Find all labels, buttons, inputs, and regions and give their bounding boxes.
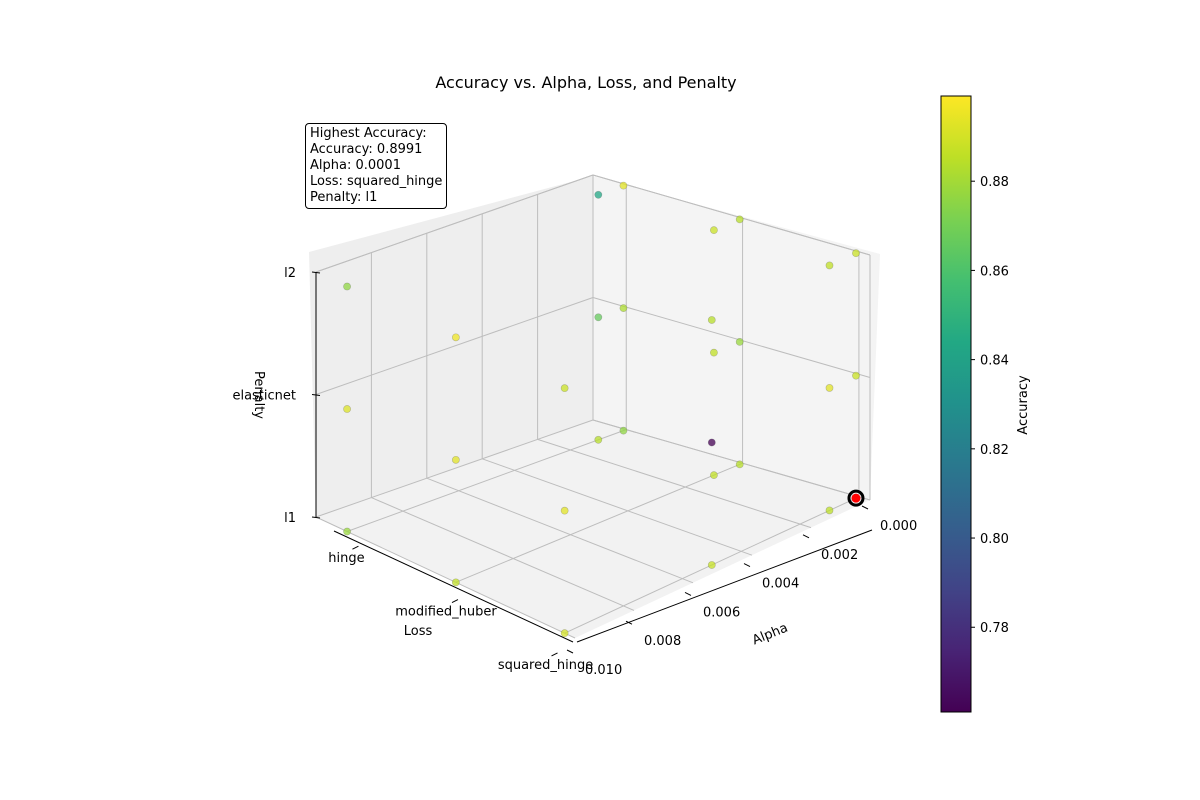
- highest-accuracy-annotation: Highest Accuracy: Accuracy: 0.8991 Alpha…: [305, 123, 448, 209]
- left-pane: [309, 176, 593, 517]
- alpha-gridline: [426, 477, 694, 584]
- colorbar-label: Accuracy: [1016, 375, 1031, 435]
- alpha-tick-label: 0.002: [821, 548, 858, 563]
- colorbar-tick-label: 0.88: [980, 175, 1009, 190]
- colorbar-tick-label: 0.84: [980, 354, 1009, 369]
- data-point: [707, 316, 716, 324]
- alpha-gridline: [537, 438, 812, 529]
- loss-gridline: [346, 429, 627, 532]
- data-point: [619, 304, 628, 313]
- data-point: [343, 405, 351, 413]
- alpha-tick: [566, 649, 574, 654]
- alpha-gridline: [315, 516, 576, 639]
- data-point: [343, 282, 351, 291]
- loss-tick-label: hinge: [328, 551, 364, 566]
- data-point: [594, 435, 603, 444]
- best-point-ring: [847, 489, 865, 507]
- alpha-tick-label: 0.008: [644, 634, 681, 649]
- loss-tick: [551, 652, 558, 657]
- loss-tick: [352, 545, 359, 550]
- data-point: [560, 506, 569, 515]
- annotation-line: Highest Accuracy:: [310, 126, 427, 141]
- colorbar-tick-label: 0.78: [980, 621, 1009, 636]
- best-point-marker: [851, 493, 861, 503]
- colorbar-tick-label: 0.86: [980, 264, 1009, 279]
- data-point: [594, 313, 603, 322]
- data-point: [560, 384, 569, 393]
- right-pane: [593, 176, 880, 500]
- colorbar: [940, 95, 972, 713]
- data-point: [560, 629, 569, 638]
- data-point: [825, 384, 834, 392]
- alpha-axis-line: [576, 529, 873, 643]
- loss-gridline: [455, 462, 743, 583]
- data-points: [343, 181, 865, 638]
- data-point: [710, 471, 718, 480]
- alpha-tick-label: 0.000: [880, 519, 917, 534]
- penalty-tick: [311, 516, 321, 519]
- loss-tick: [451, 599, 459, 604]
- data-point: [825, 506, 834, 515]
- data-point: [735, 215, 744, 224]
- penalty-gridline: [592, 174, 871, 256]
- data-point: [707, 561, 716, 569]
- alpha-tick: [802, 534, 810, 539]
- alpha-tick: [743, 563, 751, 568]
- data-point: [735, 337, 744, 346]
- alpha-tick-label: 0.010: [585, 663, 622, 678]
- alpha-tick: [625, 620, 633, 625]
- data-point: [343, 527, 351, 536]
- data-point: [619, 181, 628, 190]
- loss-tick-label: squared_hinge: [498, 658, 593, 673]
- colorbar-tick-label: 0.82: [980, 443, 1009, 458]
- data-point: [451, 578, 460, 587]
- data-point: [735, 460, 744, 469]
- floor-pane: [316, 420, 870, 638]
- data-point: [451, 333, 460, 342]
- colorbar-ticks: 0.78 0.80 0.82 0.84 0.86 0.88: [971, 175, 1009, 636]
- penalty-tick-label: l2: [284, 266, 296, 281]
- data-point: [852, 249, 860, 258]
- annotation-line: Loss: squared_hinge: [310, 174, 443, 189]
- y-axis-label: Loss: [404, 624, 433, 639]
- penalty-gridline: [315, 297, 594, 395]
- annotation-line: Penalty: l1: [310, 190, 378, 205]
- penalty-tick-label: elasticnet: [232, 389, 296, 404]
- alpha-gridline: [371, 497, 635, 611]
- colorbar-tick-label: 0.80: [980, 532, 1009, 547]
- axis-ticks: 0.000 0.002 0.004 0.006 0.008 0.010 hinge modif…: [232, 266, 917, 678]
- alpha-tick: [861, 505, 869, 510]
- x-axis-label: Alpha: [750, 621, 790, 649]
- penalty-tick: [311, 394, 321, 396]
- z-axis-label: Penalty: [251, 371, 266, 419]
- alpha-tick-label: 0.004: [762, 577, 799, 592]
- loss-tick-label: modified_huber: [395, 605, 497, 620]
- chart-title: Accuracy vs. Alpha, Loss, and Penalty: [435, 73, 736, 92]
- alpha-tick: [684, 591, 692, 596]
- data-point: [825, 261, 834, 270]
- alpha-tick-label: 0.006: [703, 605, 740, 620]
- data-point: [710, 348, 718, 357]
- loss-axis-line: [333, 530, 574, 643]
- data-point: [707, 438, 716, 447]
- penalty-gridline: [592, 297, 871, 378]
- data-point: [594, 190, 603, 199]
- data-point: [710, 226, 718, 235]
- penalty-tick: [311, 271, 321, 274]
- alpha-gridline: [482, 458, 753, 556]
- data-point: [852, 371, 860, 380]
- data-point: [619, 426, 628, 435]
- penalty-gridline: [315, 419, 594, 518]
- penalty-gridline: [592, 419, 871, 501]
- annotation-line: Alpha: 0.0001: [310, 158, 401, 173]
- annotation-line: Accuracy: 0.8991: [310, 142, 423, 157]
- penalty-gridline: [315, 174, 594, 273]
- penalty-tick-label: l1: [284, 511, 296, 526]
- data-point: [451, 455, 460, 464]
